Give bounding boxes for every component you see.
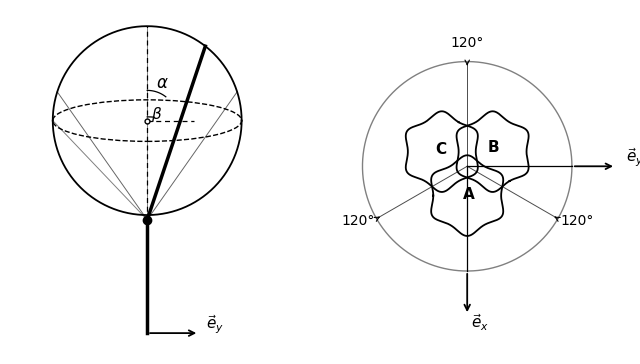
Text: $\beta$: $\beta$ (151, 106, 163, 124)
Text: $\alpha$: $\alpha$ (156, 74, 169, 92)
Text: $\vec{e}_y$: $\vec{e}_y$ (205, 313, 224, 336)
Text: $\vec{e}_y$: $\vec{e}_y$ (627, 146, 640, 169)
Text: 120°: 120° (341, 214, 374, 228)
Text: C: C (435, 142, 446, 158)
Text: A: A (463, 187, 475, 202)
Text: 120°: 120° (560, 214, 593, 228)
Text: $\vec{e}_x$: $\vec{e}_x$ (472, 313, 490, 333)
Text: B: B (488, 141, 500, 155)
Text: 120°: 120° (451, 36, 484, 50)
